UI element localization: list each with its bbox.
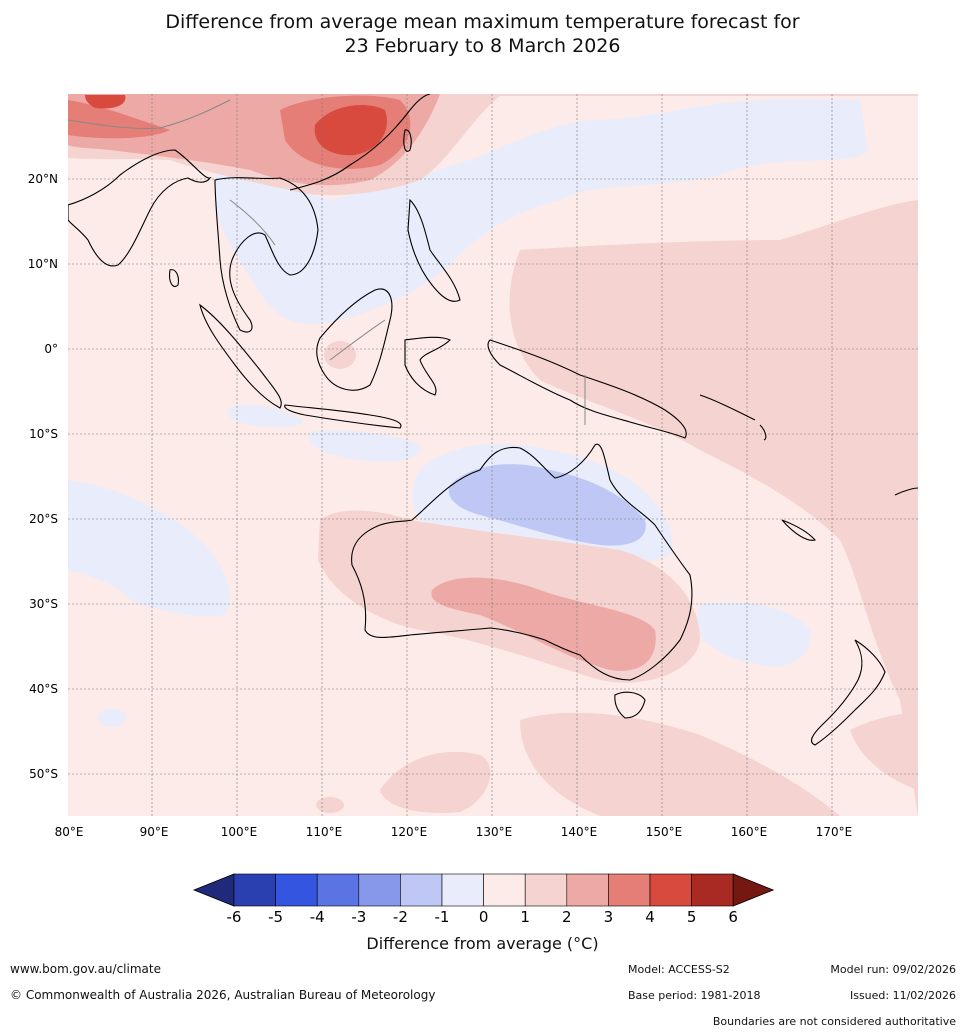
colorbar-title: Difference from average (°C)	[366, 934, 599, 953]
lat-label: 10°S	[29, 427, 58, 441]
warm-region-small-2	[588, 781, 612, 799]
colorbar-tick-label: 0	[479, 908, 489, 926]
longitude-labels: 80°E 90°E 100°E 110°E 120°E 130°E 140°E …	[55, 825, 853, 839]
coast-tasmania	[614, 691, 646, 719]
colorbar-bin	[233, 873, 276, 907]
colorbar-tick-label: 3	[604, 908, 614, 926]
colorbar-bin	[649, 873, 692, 907]
latitude-labels: 20°N 10°N 0° 10°S 20°S 30°S 40°S 50°S	[28, 172, 58, 781]
coast-java	[284, 404, 402, 429]
coast-china	[289, 94, 431, 191]
colorbar-tick-label: -4	[310, 908, 325, 926]
colorbar-bin	[275, 873, 318, 907]
boundaries	[68, 99, 586, 425]
footer-issued: Issued: 11/02/2026	[849, 989, 956, 1002]
title-line-1: Difference from average mean maximum tem…	[165, 11, 800, 33]
map-plot-area	[68, 94, 918, 816]
coast-indochina	[214, 177, 319, 333]
colorbar-bin	[358, 873, 401, 907]
colorbar-bin	[483, 873, 526, 907]
graticule	[68, 94, 918, 816]
colorbar-tick-label: 4	[645, 908, 655, 926]
warm-region-small-1	[316, 797, 344, 813]
lon-label: 130°E	[476, 825, 513, 839]
colorbar-bin	[524, 873, 568, 907]
lat-label: 30°S	[29, 597, 58, 611]
colorbar-tick-label: -5	[268, 908, 283, 926]
lon-label: 160°E	[731, 825, 768, 839]
footer-model: Model: ACCESS-S2	[628, 963, 730, 976]
coast-sulawesi	[404, 336, 451, 396]
colorbar-tick-label: 1	[520, 908, 530, 926]
coast-philippines	[407, 198, 461, 302]
coast-borneo	[316, 288, 393, 391]
cool-region-indian-ocean	[68, 480, 230, 617]
coast-india	[68, 149, 212, 267]
colorbar-bin	[316, 873, 360, 907]
coast-fiji	[894, 487, 918, 496]
coast-solomons	[699, 394, 767, 441]
coast-new-caledonia	[781, 519, 816, 541]
colorbar-bin	[691, 873, 734, 907]
warm-region-nz	[850, 713, 918, 790]
colorbar-tick-label: 6	[728, 908, 738, 926]
lon-label: 90°E	[140, 825, 169, 839]
warm-region-small-3	[324, 341, 356, 369]
coast-sri-lanka	[169, 269, 179, 288]
coast-taiwan	[403, 129, 412, 152]
lat-label: 20°S	[29, 512, 58, 526]
cool-region-gulf	[448, 464, 646, 546]
colorbar: -6 -5 -4 -3 -2 -1 0 1 2 3 4 5 6	[192, 873, 775, 926]
lon-label: 170°E	[816, 825, 853, 839]
colorbar-extend-low	[192, 873, 235, 907]
lon-label: 150°E	[646, 825, 683, 839]
footer-disclaimer: Boundaries are not considered authoritat…	[712, 1015, 956, 1028]
coast-australia	[351, 443, 693, 681]
lat-label: 10°N	[28, 257, 58, 271]
colorbar-tick-label: -1	[435, 908, 450, 926]
colorbar-bin	[400, 873, 443, 907]
lon-label: 80°E	[55, 825, 84, 839]
lon-label: 100°E	[221, 825, 258, 839]
warm-region-china-hot	[85, 95, 387, 156]
coast-new-guinea	[487, 339, 687, 439]
footer-base-period: Base period: 1981-2018	[628, 989, 761, 1002]
lat-label: 50°S	[29, 767, 58, 781]
warm-region-southern-ocean	[380, 751, 491, 814]
colorbar-tick-label: 5	[687, 908, 697, 926]
lon-label: 140°E	[561, 825, 598, 839]
coast-new-zealand	[810, 639, 886, 746]
cool-region-small	[98, 709, 126, 727]
warm-region-china-strong	[68, 95, 411, 169]
lat-label: 40°S	[29, 682, 58, 696]
coast-sumatra	[199, 303, 282, 409]
colorbar-bin	[608, 873, 651, 907]
lat-label: 20°N	[28, 172, 58, 186]
cool-region-java-sea	[227, 404, 303, 428]
map-title: Difference from average mean maximum tem…	[0, 10, 965, 58]
colorbar-tick-label: -6	[227, 908, 242, 926]
colorbar-tick-label: 2	[562, 908, 572, 926]
warm-region-south-australia	[431, 577, 656, 671]
footer-copyright: © Commonwealth of Australia 2026, Austra…	[10, 988, 436, 1002]
lon-label: 110°E	[306, 825, 343, 839]
lat-label: 0°	[44, 342, 58, 356]
colorbar-bin	[441, 873, 484, 907]
cool-region-tasman	[695, 602, 811, 667]
lon-label: 120°E	[391, 825, 428, 839]
warm-region-pacific	[509, 200, 918, 816]
coastlines	[68, 94, 918, 746]
colorbar-extend-high	[732, 873, 775, 907]
colorbar-bin	[566, 873, 609, 907]
cool-region-south-china-sea	[215, 100, 868, 324]
footer-url[interactable]: www.bom.gov.au/climate	[10, 962, 161, 976]
cool-region-timor	[309, 430, 421, 462]
title-line-2: 23 February to 8 March 2026	[344, 35, 621, 57]
colorbar-tick-label: -2	[393, 908, 408, 926]
colorbar-tick-label: -3	[351, 908, 366, 926]
footer-model-run: Model run: 09/02/2026	[830, 963, 956, 976]
